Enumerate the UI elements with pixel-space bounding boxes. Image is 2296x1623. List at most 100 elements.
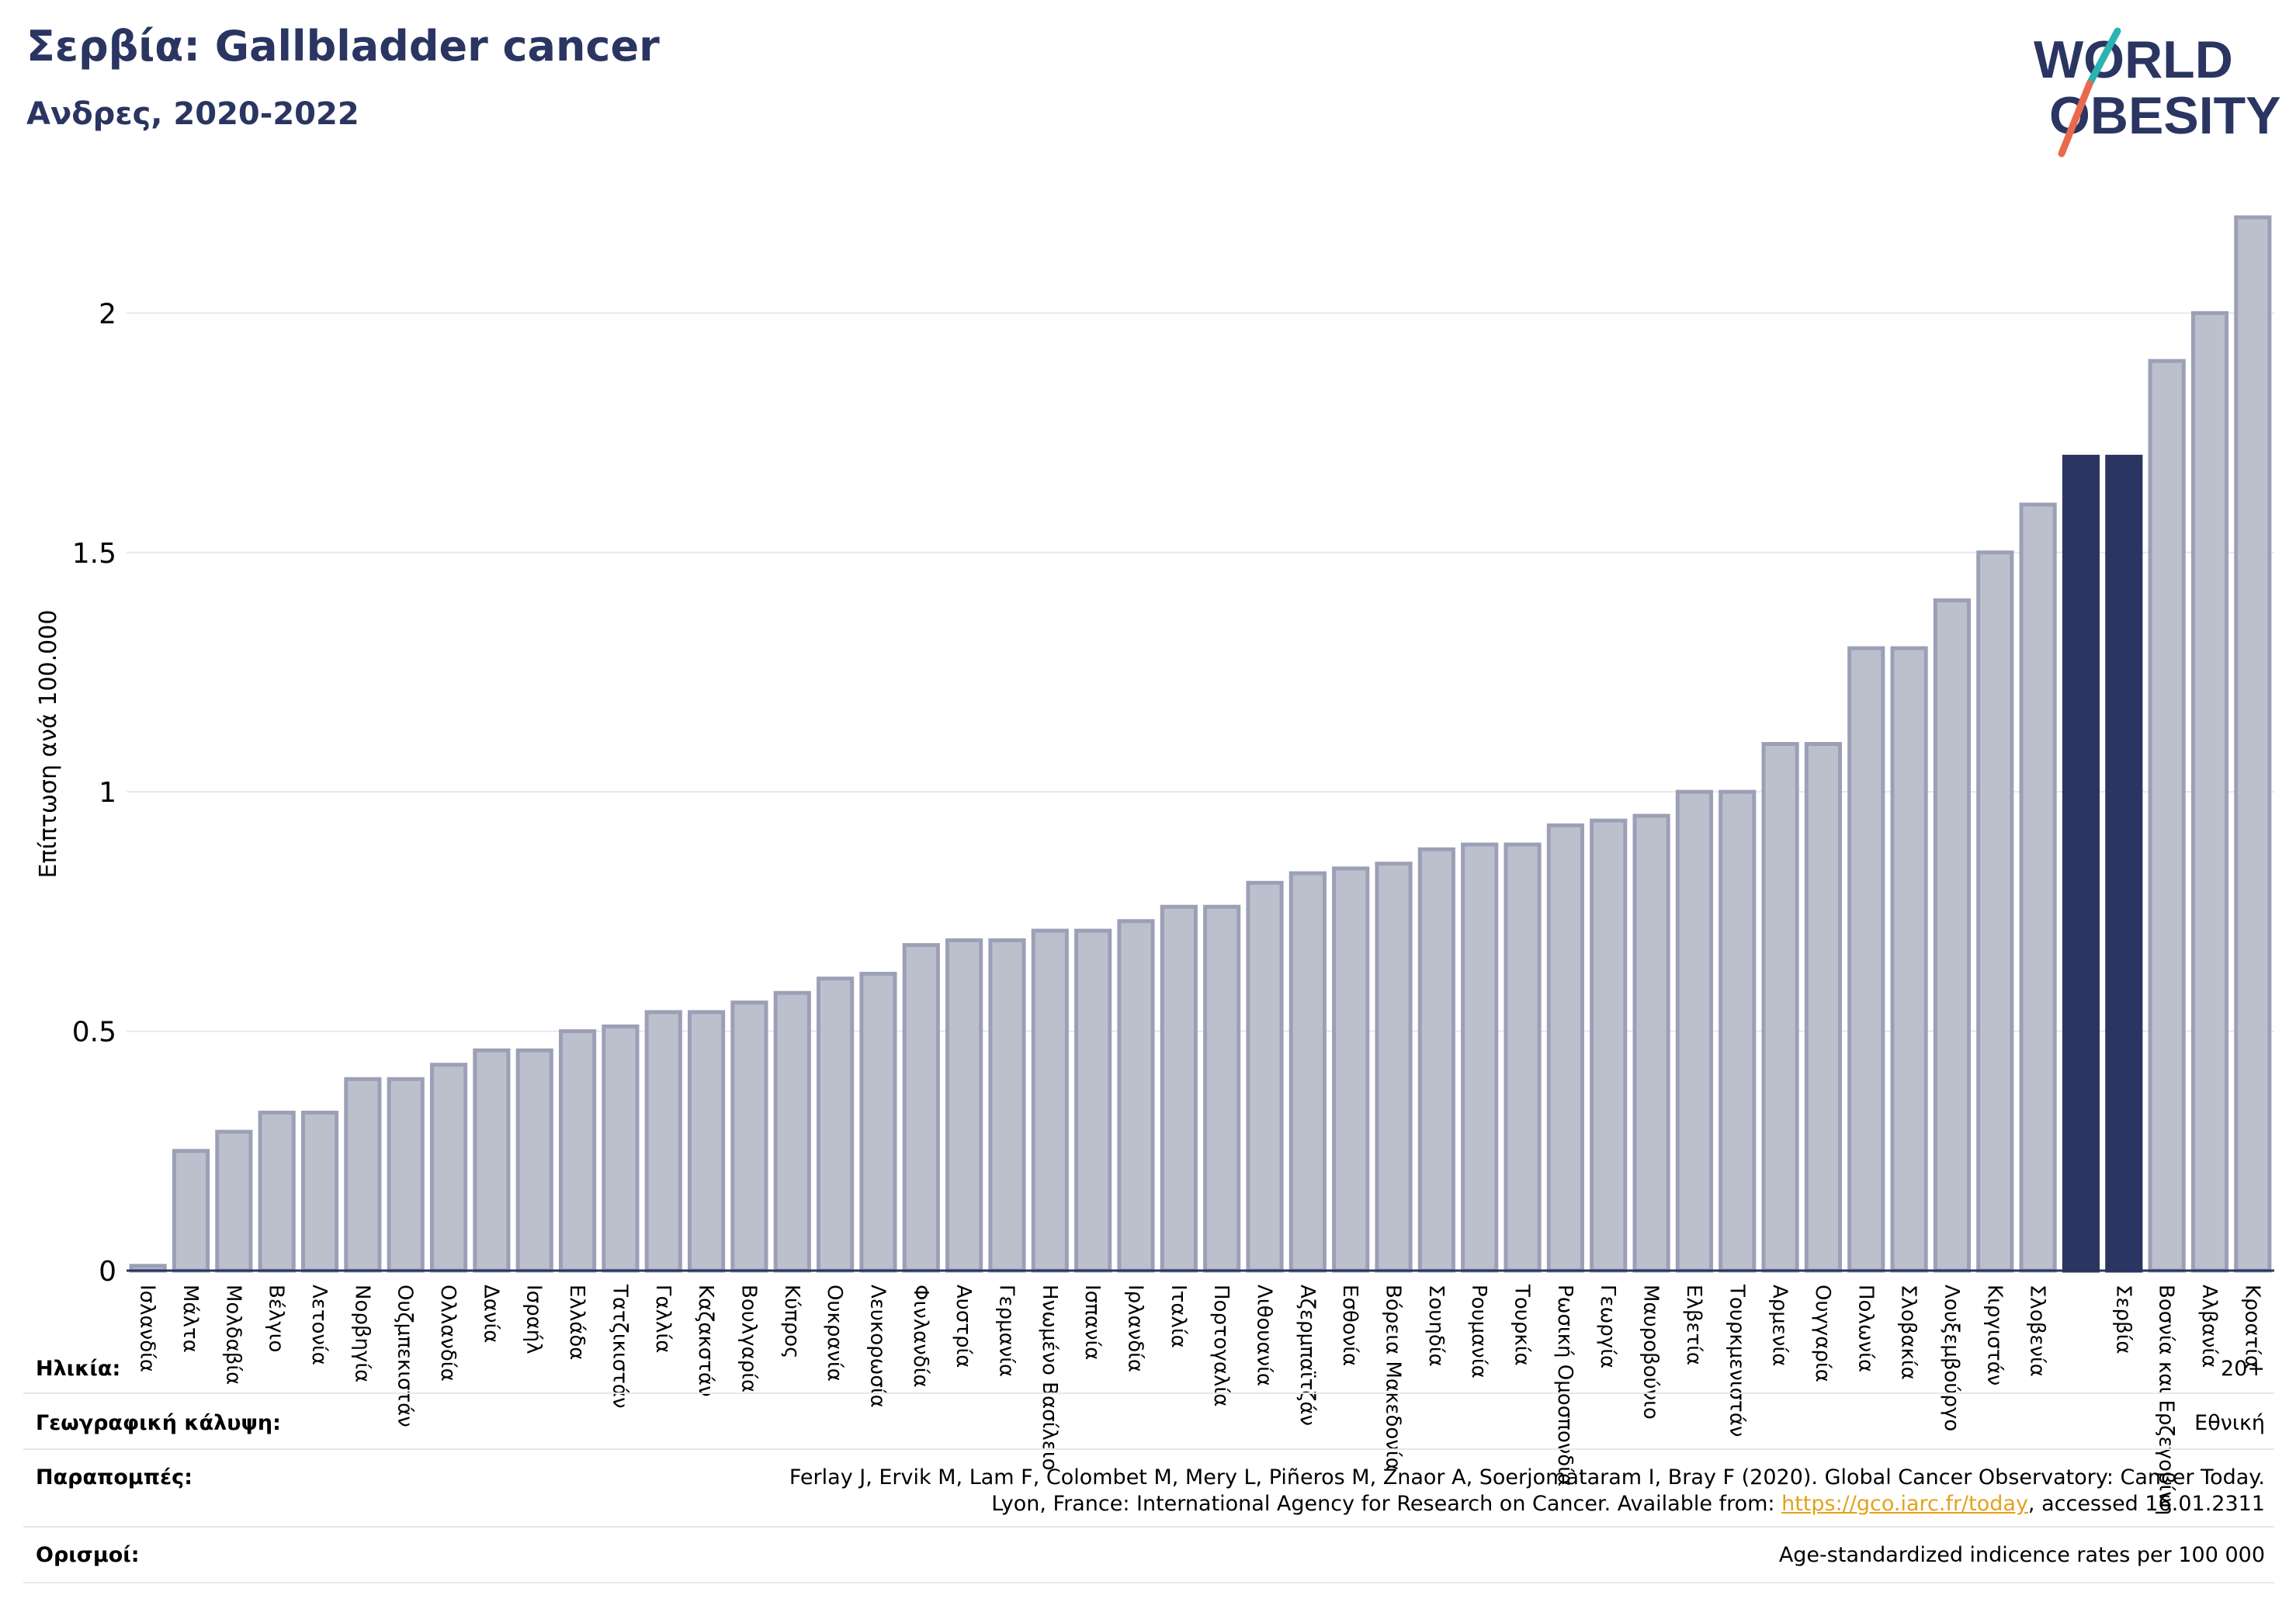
- x-tick-label: Ισπανία: [1080, 1285, 1104, 1360]
- bar: [1933, 598, 1972, 1273]
- x-tick-label: Καζακστάν: [694, 1285, 717, 1397]
- x-tick-label: Τουρκμενιστάν: [1725, 1284, 1748, 1437]
- bar: [1074, 928, 1112, 1273]
- x-tick-label: Αζερμπαϊτζάν: [1295, 1285, 1319, 1426]
- bar: [1976, 550, 2014, 1273]
- definitions-label: Ορισμοί:: [36, 1543, 140, 1567]
- bar: [1417, 847, 1455, 1273]
- bar: [2234, 215, 2272, 1273]
- logo-line1: WORLD: [2034, 30, 2233, 89]
- bar: [300, 1110, 339, 1273]
- definitions-value: Age-standardized indicence rates per 100…: [1778, 1543, 2265, 1567]
- x-tick-label: Βοσνία και Ερζεγοβίνη: [2155, 1285, 2178, 1515]
- x-tick-label: Πολωνία: [1854, 1285, 1877, 1372]
- x-tick-label: Πορτογαλία: [1209, 1285, 1233, 1406]
- info-row-coverage: Γεωγραφική κάλυψη: Εθνική: [23, 1392, 2274, 1450]
- references-line2: Lyon, France: International Agency for R…: [991, 1492, 2265, 1516]
- x-tick-label: Βέλγιο: [265, 1285, 288, 1352]
- x-tick-label: Αυστρία: [952, 1285, 975, 1368]
- bar: [730, 1001, 768, 1273]
- x-tick-label: Ισλανδία: [136, 1285, 159, 1372]
- x-tick-label: Ελβετία: [1682, 1285, 1705, 1365]
- x-tick-label: Κιργιστάν: [1982, 1285, 2006, 1385]
- coverage-value: Εθνική: [2194, 1411, 2265, 1435]
- bar: [1503, 842, 1542, 1273]
- y-tick-label: 1.5: [72, 538, 116, 570]
- info-row-age: Ηλικία: 20+: [23, 1337, 2274, 1394]
- bar: [1847, 646, 1885, 1273]
- bar: [1804, 742, 1843, 1273]
- y-tick-label: 1: [99, 777, 116, 809]
- bar: [1332, 866, 1370, 1273]
- page-subtitle: Ανδρες, 2020-2022: [26, 96, 359, 132]
- y-tick-label: 0.5: [72, 1017, 116, 1049]
- bar: [473, 1048, 511, 1273]
- bar: [558, 1029, 597, 1273]
- bar: [1203, 904, 1241, 1273]
- bar: [1761, 742, 1799, 1273]
- x-tick-label: Ουκρανία: [823, 1285, 846, 1382]
- bar: [2190, 310, 2229, 1273]
- x-tick-label: Κύπρος: [780, 1285, 803, 1358]
- x-tick-label: Ηνωμένο Βασίλειο: [1038, 1285, 1061, 1471]
- bar: [1375, 862, 1413, 1273]
- bar: [429, 1063, 468, 1273]
- world-obesity-logo: WORLD OBESITY: [2034, 27, 2281, 158]
- bar: [515, 1048, 553, 1273]
- x-tick-label: Νορβηγία: [350, 1285, 373, 1382]
- bar: [1288, 871, 1327, 1273]
- x-tick-label: Ισραήλ: [522, 1285, 546, 1354]
- x-tick-label: Αλβανία: [2197, 1285, 2221, 1368]
- bar: [2105, 454, 2143, 1273]
- bar: [1546, 823, 1584, 1273]
- bar: [902, 943, 940, 1273]
- bar: [1246, 880, 1284, 1273]
- bar: [2062, 454, 2100, 1273]
- bar: [2148, 359, 2186, 1273]
- x-tick-label: Ολλανδία: [436, 1285, 460, 1382]
- bar: [859, 972, 897, 1273]
- info-row-definitions: Ορισμοί: Age-standardized indicence rate…: [23, 1526, 2274, 1583]
- x-tick-label: Φινλανδία: [909, 1285, 932, 1388]
- y-axis-label: Επίπτωση ανά 100.000: [35, 610, 62, 879]
- bar: [258, 1110, 296, 1273]
- x-tick-label: Σερβία: [2111, 1285, 2135, 1354]
- bar: [773, 990, 811, 1273]
- references-accessed: , accessed 16.01.2311: [2027, 1492, 2265, 1516]
- x-tick-label: Μαυροβούνιο: [1639, 1285, 1663, 1420]
- x-tick-label: Γαλλία: [651, 1285, 675, 1353]
- x-tick-label: Μάλτα: [179, 1285, 202, 1353]
- x-tick-label: Ιρλανδία: [1123, 1285, 1146, 1372]
- x-tick-label: Σλοβακία: [1897, 1285, 1920, 1380]
- bar: [602, 1024, 640, 1273]
- x-tick-label: Τατζικιστάν: [608, 1284, 631, 1409]
- references-line1: Ferlay J, Ervik M, Lam F, Colombet M, Me…: [789, 1465, 2265, 1489]
- x-tick-label: Λουξεμβούργο: [1940, 1285, 1963, 1431]
- x-tick-label: Εσθονία: [1338, 1285, 1361, 1366]
- bar: [988, 938, 1026, 1273]
- bar: [1719, 789, 1757, 1273]
- x-tick-label: Ιταλία: [1167, 1285, 1190, 1348]
- bar: [215, 1129, 253, 1273]
- x-tick-label: Ρουμανία: [1467, 1285, 1490, 1379]
- x-tick-label: Σλοβενία: [2026, 1285, 2049, 1377]
- x-tick-label: Βόρεια Μακεδονία: [1382, 1285, 1405, 1471]
- bar: [1160, 904, 1198, 1273]
- x-tick-label: Δανία: [479, 1285, 502, 1343]
- bar: [817, 976, 855, 1273]
- bar: [1632, 813, 1670, 1273]
- iarc-link[interactable]: https://gco.iarc.fr/today: [1781, 1492, 2028, 1516]
- bar: [945, 938, 983, 1273]
- x-tick-label: Κροατία: [2240, 1285, 2263, 1368]
- x-tick-label: Αρμενία: [1768, 1285, 1791, 1366]
- bar: [1117, 919, 1155, 1273]
- x-tick-label: Γεωργία: [1596, 1285, 1619, 1368]
- x-tick-label: Λιθουανία: [1253, 1285, 1276, 1386]
- age-value: 20+: [2221, 1357, 2265, 1381]
- info-row-references: Παραπομπές: Ferlay J, Ervik M, Lam F, Co…: [23, 1448, 2274, 1528]
- page-title: Σερβία: Gallbladder cancer: [26, 22, 660, 71]
- x-tick-label: Σουηδία: [1424, 1285, 1448, 1367]
- x-tick-label: Τουρκία: [1510, 1284, 1534, 1366]
- bar: [172, 1149, 210, 1273]
